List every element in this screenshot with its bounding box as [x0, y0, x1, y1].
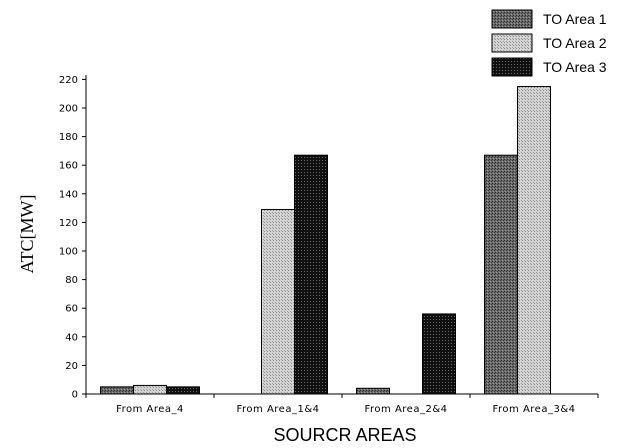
legend-label: TO Area 2	[543, 35, 607, 51]
y-tick-label: 80	[65, 275, 78, 286]
legend: TO Area 1 TO Area 2 TO Area 3	[491, 9, 607, 77]
y-tick-label: 60	[65, 304, 78, 315]
y-tick-label: 120	[59, 218, 78, 229]
y-tick-label: 100	[59, 247, 78, 258]
bar-to-area-1-2	[356, 387, 390, 395]
y-tick-label: 140	[59, 189, 78, 200]
legend-swatch	[491, 33, 533, 53]
y-tick-label: 20	[65, 361, 78, 372]
bar-to-area-3-1	[294, 154, 328, 395]
y-tick-label: 40	[65, 332, 78, 343]
bar-to-area-1-0	[100, 386, 134, 395]
y-tick-label: 160	[59, 161, 78, 172]
bar-to-area-2-1	[261, 209, 295, 395]
legend-swatch	[491, 9, 533, 29]
x-tick-label: From Area_4	[116, 404, 184, 415]
y-tick-label: 180	[59, 132, 78, 143]
y-ticks: 0 20 40 60 80 100 120 140 160 180 200 220	[59, 75, 86, 401]
legend-label: TO Area 1	[543, 11, 607, 27]
x-axis-label: SOURCR AREAS	[273, 425, 416, 445]
bars	[100, 86, 551, 395]
bar-to-area-1-3	[484, 154, 518, 395]
bar-to-area-2-3	[517, 86, 551, 395]
legend-label: TO Area 3	[543, 59, 607, 75]
y-axis-label: ATC[MW]	[17, 195, 37, 274]
y-tick-label: 220	[59, 75, 78, 86]
x-tick-label: From Area_2&4	[365, 404, 448, 415]
x-ticks: From Area_4 From Area_1&4 From Area_2&4 Fro…	[85, 394, 599, 415]
x-tick-label: From Area_3&4	[493, 404, 576, 415]
bar-to-area-3-0	[166, 386, 200, 395]
bar-to-area-3-2	[422, 313, 456, 395]
y-tick-label: 0	[72, 390, 78, 401]
y-tick-label: 200	[59, 104, 78, 115]
bar-to-area-2-0	[133, 384, 167, 395]
legend-swatch	[491, 57, 533, 77]
x-tick-label: From Area_1&4	[237, 404, 320, 415]
